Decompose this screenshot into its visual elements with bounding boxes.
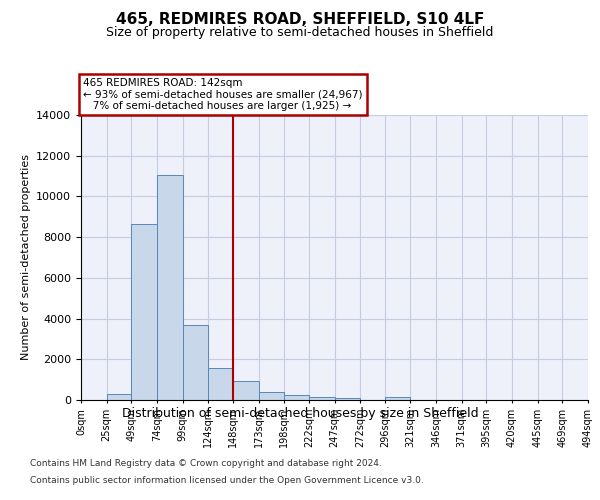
Bar [309,397,335,400]
Text: Contains HM Land Registry data © Crown copyright and database right 2024.: Contains HM Land Registry data © Crown c… [30,458,382,468]
Text: Contains public sector information licensed under the Open Government Licence v3: Contains public sector information licen… [30,476,424,485]
Text: 465 REDMIRES ROAD: 142sqm
← 93% of semi-detached houses are smaller (24,967)
   : 465 REDMIRES ROAD: 142sqm ← 93% of semi-… [83,78,362,111]
Bar [131,224,157,400]
Bar [335,398,360,400]
Bar [208,368,233,400]
Bar [182,324,208,400]
Text: Size of property relative to semi-detached houses in Sheffield: Size of property relative to semi-detach… [106,26,494,39]
Bar [107,394,131,400]
Text: Distribution of semi-detached houses by size in Sheffield: Distribution of semi-detached houses by … [122,408,478,420]
Bar [233,380,259,400]
Text: 465, REDMIRES ROAD, SHEFFIELD, S10 4LF: 465, REDMIRES ROAD, SHEFFIELD, S10 4LF [116,12,484,28]
Y-axis label: Number of semi-detached properties: Number of semi-detached properties [20,154,31,360]
Bar [259,392,284,400]
Bar [385,398,410,400]
Bar [157,175,182,400]
Bar [284,395,309,400]
